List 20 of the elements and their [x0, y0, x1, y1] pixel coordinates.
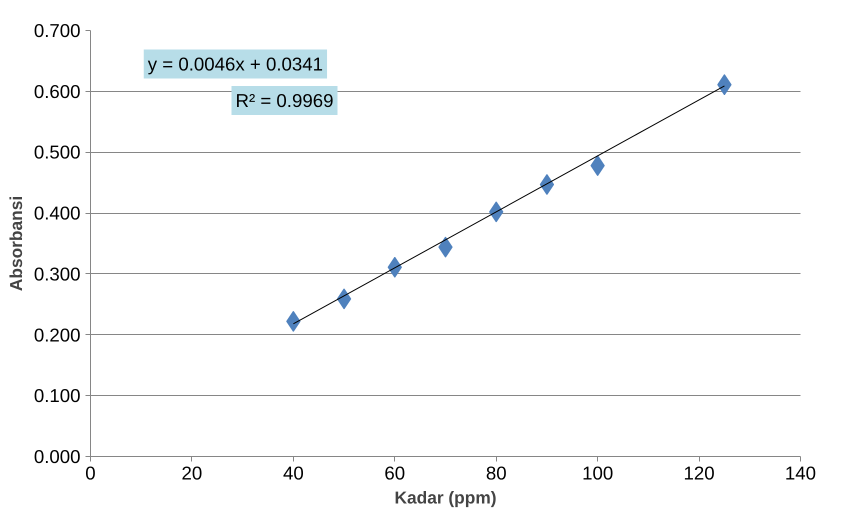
x-tick-label: 100: [582, 462, 614, 484]
y-tick-label: 0.700: [34, 20, 80, 41]
y-tick-label: 0.500: [34, 142, 80, 163]
x-tick-label: 80: [486, 462, 507, 484]
y-axis-title: Absorbansi: [6, 196, 26, 292]
y-tick-label: 0.600: [34, 80, 80, 102]
x-tick-label: 60: [384, 462, 406, 484]
x-tick-label: 40: [282, 462, 304, 484]
y-tick-label: 0.400: [34, 202, 80, 224]
x-tick-label: 120: [684, 462, 715, 484]
y-tick-label: 0.100: [34, 385, 80, 406]
annotation: R² = 0.9969: [235, 90, 334, 111]
annotation: y = 0.0046x + 0.0341: [148, 53, 324, 74]
y-tick-label: 0.000: [34, 446, 80, 467]
x-tick-label: 140: [784, 462, 816, 484]
y-tick-label: 0.200: [34, 324, 80, 346]
x-axis-title: Kadar (ppm): [394, 488, 497, 508]
x-tick-label: 0: [85, 462, 96, 484]
y-tick-label: 0.300: [34, 263, 80, 284]
x-tick-label: 20: [182, 462, 202, 484]
